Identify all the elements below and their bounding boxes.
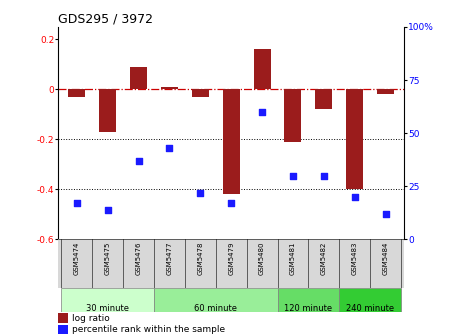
Bar [346, 89, 363, 190]
Bar [99, 89, 116, 132]
Text: GSM5480: GSM5480 [259, 241, 265, 275]
Point [290, 173, 297, 178]
Bar [58, 313, 68, 323]
Point [228, 201, 235, 206]
Point [382, 211, 389, 217]
Bar [192, 89, 209, 97]
Bar [254, 49, 271, 89]
Bar [223, 89, 240, 195]
Point [259, 109, 266, 115]
Point [320, 173, 327, 178]
Bar [161, 87, 178, 89]
Bar [377, 89, 394, 94]
Bar [339, 288, 401, 329]
Bar [58, 325, 68, 335]
Bar [315, 89, 332, 110]
Bar [285, 89, 301, 142]
Bar [277, 288, 339, 329]
Text: GSM5474: GSM5474 [74, 241, 80, 275]
Text: log ratio: log ratio [72, 313, 110, 323]
Text: 60 minute: 60 minute [194, 304, 238, 313]
Text: 120 minute: 120 minute [284, 304, 332, 313]
Bar [68, 89, 85, 97]
Text: 30 minute: 30 minute [86, 304, 129, 313]
Point [197, 190, 204, 195]
Point [166, 145, 173, 151]
Point [73, 201, 80, 206]
Text: GSM5482: GSM5482 [321, 241, 327, 275]
Point [351, 194, 358, 200]
Bar [130, 67, 147, 89]
Text: 240 minute: 240 minute [346, 304, 394, 313]
Text: GSM5484: GSM5484 [383, 241, 388, 275]
Text: GSM5475: GSM5475 [105, 241, 111, 275]
Text: GSM5477: GSM5477 [167, 241, 172, 275]
Text: GSM5479: GSM5479 [228, 241, 234, 275]
Text: GSM5478: GSM5478 [198, 241, 203, 275]
Point [135, 158, 142, 163]
Text: percentile rank within the sample: percentile rank within the sample [72, 325, 225, 334]
Text: GSM5476: GSM5476 [136, 241, 141, 275]
Bar [154, 288, 277, 329]
Text: GSM5481: GSM5481 [290, 241, 296, 275]
Text: GDS295 / 3972: GDS295 / 3972 [58, 13, 154, 26]
Point [104, 207, 111, 212]
Bar [62, 288, 154, 329]
Text: GSM5483: GSM5483 [352, 241, 358, 275]
